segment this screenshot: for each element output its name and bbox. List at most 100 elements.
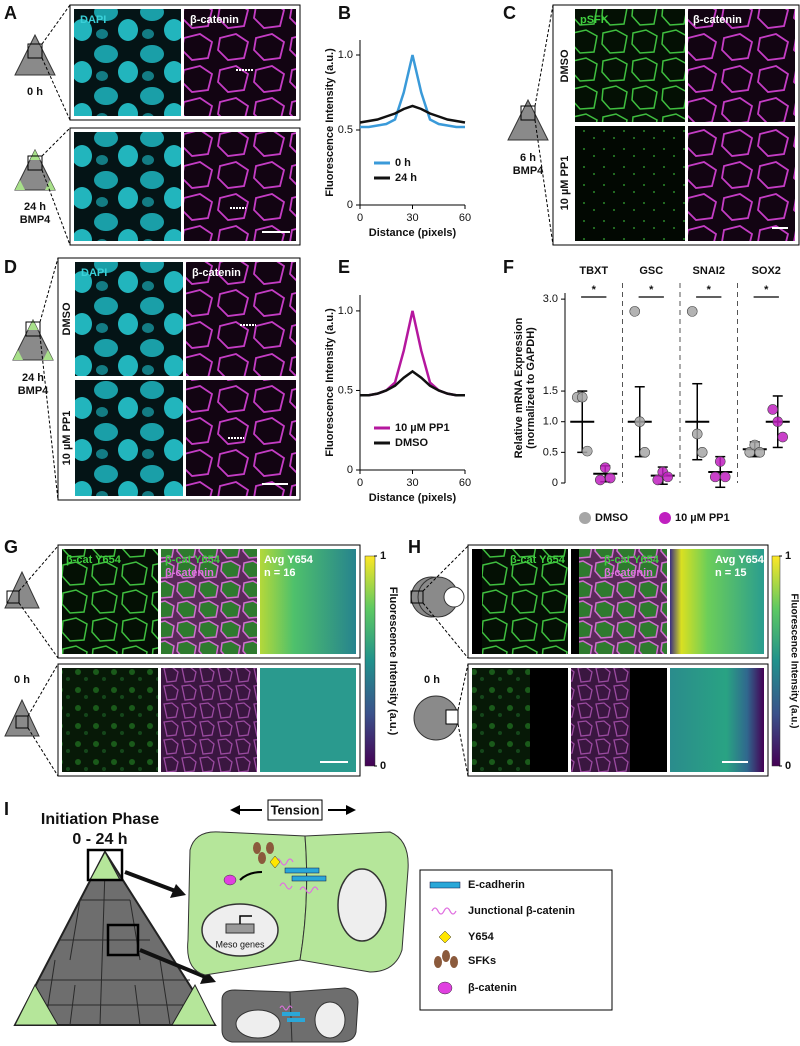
panel-i: Initiation Phase 0 - 24 h Tension Meso g… xyxy=(13,799,613,1043)
micrograph xyxy=(575,9,685,122)
channel-label: β-catenin xyxy=(165,567,214,579)
micrograph-edge xyxy=(571,549,579,654)
series-line xyxy=(360,310,465,397)
data-point xyxy=(767,404,779,415)
condition: BMP4 xyxy=(513,165,544,177)
zoom-line xyxy=(39,257,59,323)
average-map xyxy=(260,668,356,772)
sfk xyxy=(253,842,261,854)
panel-d: 24 h BMP4 DMSO 10 µM PP1 DAPI β-catenin xyxy=(12,257,301,501)
micrograph xyxy=(184,9,296,116)
x-tick-label: 0 xyxy=(357,212,363,224)
shape xyxy=(442,950,450,962)
condition: 6 h xyxy=(520,152,536,164)
x-tick-label: 60 xyxy=(459,477,471,489)
row-label: 10 µM PP1 xyxy=(559,156,571,211)
diagram-title: Initiation Phase xyxy=(41,811,159,828)
y654 xyxy=(269,855,281,869)
y-tick-label: 1.0 xyxy=(338,305,353,317)
legend-label: DMSO xyxy=(395,437,428,449)
micrograph xyxy=(571,549,667,654)
panel-label: E xyxy=(338,257,350,277)
micrograph xyxy=(184,132,296,241)
average-map xyxy=(670,668,764,772)
colony-corner xyxy=(13,350,23,360)
zoom-line xyxy=(457,663,469,711)
x-tick-label: 60 xyxy=(459,212,471,224)
channel-label: Avg Y654 xyxy=(715,554,765,566)
panel-h: 0 h β-cat Y654 β-cat Y654 β-catenin Avg … xyxy=(410,544,799,777)
data-point xyxy=(777,431,789,443)
row-label: DMSO xyxy=(559,49,571,82)
nucleus xyxy=(337,868,387,942)
category-label: TBXT xyxy=(579,265,608,277)
condition: BMP4 xyxy=(18,385,49,397)
legend-swatch xyxy=(434,950,458,968)
data-point xyxy=(652,474,664,486)
roi-box xyxy=(106,923,140,957)
condition: 0 h xyxy=(14,674,30,686)
colony-icon xyxy=(14,33,56,76)
x-axis-label: Distance (pixels) xyxy=(369,227,457,239)
e-cadherin xyxy=(282,1012,300,1016)
colorbar-tick-label: 1 xyxy=(785,550,791,562)
micrograph xyxy=(161,668,257,772)
colony-notch xyxy=(443,586,465,608)
roi-box xyxy=(410,590,424,604)
legend-label: 10 µM PP1 xyxy=(675,512,730,524)
roi-box xyxy=(25,321,41,337)
y-tick-label: 1.5 xyxy=(543,385,558,397)
colorbar-tick-label: 1 xyxy=(380,550,386,562)
channel-label: β-catenin xyxy=(192,267,241,279)
panel-a: 0 h DAPI β-catenin 24 h BMP4 xyxy=(14,4,301,246)
zoom-line xyxy=(534,4,554,107)
y-tick-label: 1.0 xyxy=(338,49,353,61)
data-point xyxy=(576,391,588,403)
panel-label: D xyxy=(4,257,17,277)
legend-swatch xyxy=(579,512,591,524)
colony-corner xyxy=(171,983,216,1026)
y-tick-label: 0 xyxy=(347,464,353,476)
micrograph xyxy=(62,668,158,772)
shape xyxy=(30,879,205,1006)
category-label: SNAI2 xyxy=(693,265,725,277)
x-tick-label: 30 xyxy=(406,477,418,489)
panel-label: I xyxy=(4,799,9,819)
legend-label: β-catenin xyxy=(468,982,517,994)
zoom-line xyxy=(18,545,59,592)
data-point xyxy=(634,416,646,428)
gene xyxy=(225,923,255,934)
data-point xyxy=(714,456,726,467)
channel-label: pSFK xyxy=(580,14,609,26)
channel-label: β-cat Y654 xyxy=(66,554,122,566)
legend-label: 0 h xyxy=(395,157,411,169)
x-axis-label: Distance (pixels) xyxy=(369,492,457,504)
roi-box xyxy=(6,590,20,604)
micrograph xyxy=(75,262,183,376)
data-point xyxy=(772,416,784,428)
colony-icon xyxy=(4,698,40,737)
roi-box xyxy=(86,848,124,882)
e-cadherin xyxy=(291,875,327,882)
nucleus xyxy=(314,1001,346,1039)
sample-size: n = 15 xyxy=(715,567,747,579)
legend-swatch xyxy=(429,881,461,889)
panel-label: F xyxy=(503,257,514,277)
colony xyxy=(13,849,217,1026)
data-point xyxy=(599,462,611,473)
nucleus xyxy=(235,1009,281,1039)
roi-box xyxy=(445,709,459,725)
y-tick-label: 0.5 xyxy=(338,124,353,136)
data-point xyxy=(686,306,698,317)
zoom-line xyxy=(18,602,59,659)
zoom-line xyxy=(27,663,59,717)
zoom-line xyxy=(534,119,554,246)
data-point xyxy=(696,447,708,458)
average-map xyxy=(670,549,764,654)
y-tick-label: 1.0 xyxy=(543,416,558,428)
panel-g: 0 h β-cat Y654 β-cat Y654 β-catenin Avg … xyxy=(4,544,399,777)
colony-corner xyxy=(14,983,59,1026)
panel-label: G xyxy=(4,537,18,557)
arrowhead xyxy=(346,805,356,815)
data-point xyxy=(719,471,731,483)
